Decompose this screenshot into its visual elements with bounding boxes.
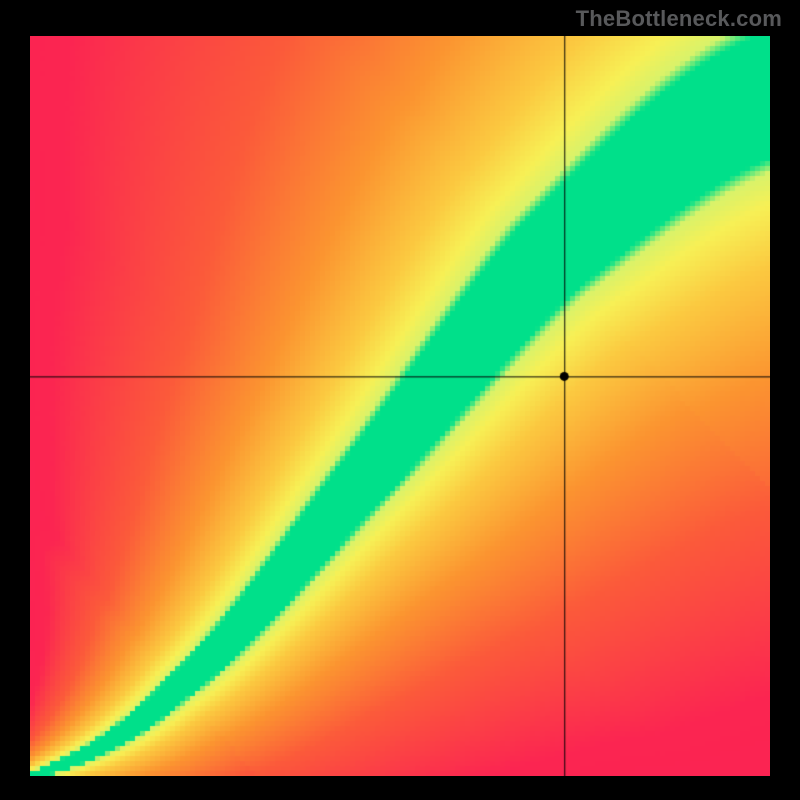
watermark-text: TheBottleneck.com bbox=[576, 6, 782, 32]
heatmap-plot bbox=[30, 36, 770, 776]
chart-container: TheBottleneck.com bbox=[0, 0, 800, 800]
